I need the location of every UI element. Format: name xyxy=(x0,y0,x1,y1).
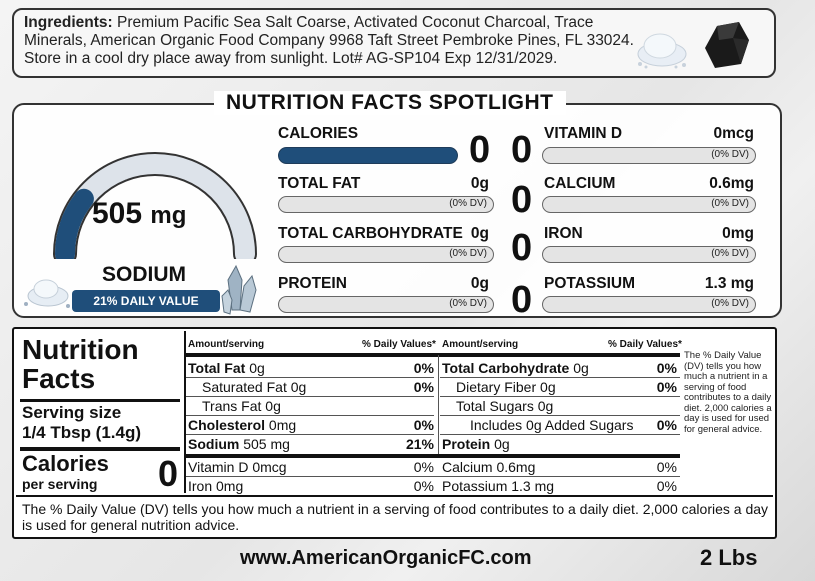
nutrition-facts-panel: Nutrition Facts Serving size 1/4 Tbsp (1… xyxy=(12,327,777,539)
row-saturated-fat: Saturated Fat 0g xyxy=(202,379,307,395)
pct-saturated-fat: 0% xyxy=(413,379,434,395)
spot-iron-label: IRON xyxy=(544,225,583,242)
pct-total-fat: 0% xyxy=(413,360,434,376)
sodium-label: SODIUM xyxy=(102,263,186,286)
pct-total-carb: 0% xyxy=(656,360,677,376)
spot-zero-2: 0 xyxy=(511,179,533,221)
pct-cholesterol: 0% xyxy=(413,417,434,433)
row-protein: Protein 0g xyxy=(442,436,510,452)
ingredients-label: Ingredients: xyxy=(24,14,113,31)
divider xyxy=(438,355,439,454)
nutrition-spotlight: NUTRITION FACTS SPOTLIGHT 505 mg SODIUM … xyxy=(12,91,782,321)
pct-added-sugars: 0% xyxy=(656,417,677,433)
spot-protein-bar: (0% DV) xyxy=(278,296,494,313)
salt-pile-icon xyxy=(637,33,687,69)
spot-vitd-value: 0mcg xyxy=(713,125,755,142)
spot-carb-bar: (0% DV) xyxy=(278,246,494,263)
ingredients-body: Premium Pacific Sea Salt Coarse, Activat… xyxy=(24,14,634,67)
spot-calcium-bar: (0% DV) xyxy=(542,196,756,213)
divider xyxy=(440,434,680,435)
row-sodium: Sodium 505 mg xyxy=(188,436,290,452)
pct-calcium: 0% xyxy=(656,459,677,475)
pct-iron: 0% xyxy=(413,478,434,494)
ingredients-text: Ingredients: Premium Pacific Sea Salt Co… xyxy=(24,14,639,68)
divider xyxy=(20,447,180,451)
divider xyxy=(186,396,434,397)
spot-calcium-value: 0.6mg xyxy=(709,175,754,192)
nutrition-facts-title: Nutrition Facts xyxy=(22,334,139,394)
row-calcium: Calcium 0.6mg xyxy=(442,459,536,475)
ingredients-box: Ingredients: Premium Pacific Sea Salt Co… xyxy=(12,8,776,78)
divider xyxy=(16,495,773,497)
row-dietary-fiber: Dietary Fiber 0g xyxy=(456,379,556,395)
spot-iron-bar: (0% DV) xyxy=(542,246,756,263)
row-iron: Iron 0mg xyxy=(188,478,244,494)
dv-footnote: The % Daily Value (DV) tells you how muc… xyxy=(22,501,769,533)
calories-label: Calories xyxy=(22,451,109,476)
col-amount-left: Amount/serving xyxy=(188,339,265,350)
spot-potassium-bar: (0% DV) xyxy=(542,296,756,313)
divider xyxy=(440,415,680,416)
mineral-crystal-icon xyxy=(221,264,257,315)
website-url: www.AmericanOrganicFC.com xyxy=(240,547,532,569)
row-vitamin-d: Vitamin D 0mcg xyxy=(188,459,287,475)
salt-pile-icon xyxy=(24,279,70,308)
spot-calories-zero: 0 xyxy=(469,129,491,171)
pct-potassium: 0% xyxy=(656,478,677,494)
serving-size: Serving size 1/4 Tbsp (1.4g) xyxy=(22,403,142,442)
col-dv-right: % Daily Values* xyxy=(608,339,682,350)
pct-vitamin-d: 0% xyxy=(413,459,434,475)
spotlight-title: NUTRITION FACTS SPOTLIGHT xyxy=(214,91,566,115)
divider xyxy=(186,353,680,357)
row-added-sugars: Includes 0g Added Sugars xyxy=(470,417,634,433)
spot-fat-value: 0g xyxy=(470,175,489,192)
spot-zero-3: 0 xyxy=(511,227,533,269)
sodium-value: 505 mg xyxy=(92,197,187,230)
spot-calories-label: CALORIES xyxy=(278,125,359,142)
divider xyxy=(440,377,680,378)
row-total-sugars: Total Sugars 0g xyxy=(456,398,554,414)
col-dv-left: % Daily Values* xyxy=(362,339,436,350)
row-total-fat: Total Fat 0g xyxy=(188,360,265,376)
row-potassium: Potassium 1.3 mg xyxy=(442,478,555,494)
pct-sodium: 21% xyxy=(405,436,434,452)
row-cholesterol: Cholesterol 0mg xyxy=(188,417,297,433)
spot-zero-4: 0 xyxy=(511,279,533,321)
net-weight: 2 Lbs xyxy=(700,545,758,570)
charcoal-icon xyxy=(705,22,749,68)
row-total-carb: Total Carbohydrate 0g xyxy=(442,360,589,376)
divider xyxy=(186,454,680,458)
spot-vitd-label: VITAMIN D xyxy=(544,125,623,142)
dv-side-note: The % Daily Value (DV) tells you how muc… xyxy=(684,350,772,435)
spot-carb-value: 0g xyxy=(470,225,489,242)
spot-zero-1: 0 xyxy=(511,129,533,171)
divider xyxy=(186,434,434,435)
spot-iron-value: 0mg xyxy=(722,225,754,242)
spot-potassium-value: 1.3 mg xyxy=(704,275,754,292)
divider xyxy=(186,476,680,477)
sodium-dv-badge: 21% DAILY VALUE xyxy=(72,290,220,312)
divider xyxy=(186,377,434,378)
spot-calories-bar xyxy=(278,147,458,164)
spot-fat-label: TOTAL FAT xyxy=(278,175,361,192)
calories-value: 0 xyxy=(158,453,179,494)
divider xyxy=(186,415,434,416)
spot-protein-value: 0g xyxy=(470,275,489,292)
spot-carb-label: TOTAL CARBOHYDRATE xyxy=(278,225,463,242)
divider xyxy=(184,331,186,493)
divider xyxy=(440,396,680,397)
col-amount-right: Amount/serving xyxy=(442,339,519,350)
row-trans-fat: Trans Fat 0g xyxy=(202,398,281,414)
spot-protein-label: PROTEIN xyxy=(278,275,347,292)
divider xyxy=(20,399,180,402)
pct-dietary-fiber: 0% xyxy=(656,379,677,395)
per-serving-label: per serving xyxy=(22,476,98,492)
spot-potassium-label: POTASSIUM xyxy=(544,275,635,292)
sodium-gauge xyxy=(53,152,257,259)
spot-vitd-bar: (0% DV) xyxy=(542,147,756,164)
spot-fat-bar: (0% DV) xyxy=(278,196,494,213)
spot-calcium-label: CALCIUM xyxy=(544,175,616,192)
